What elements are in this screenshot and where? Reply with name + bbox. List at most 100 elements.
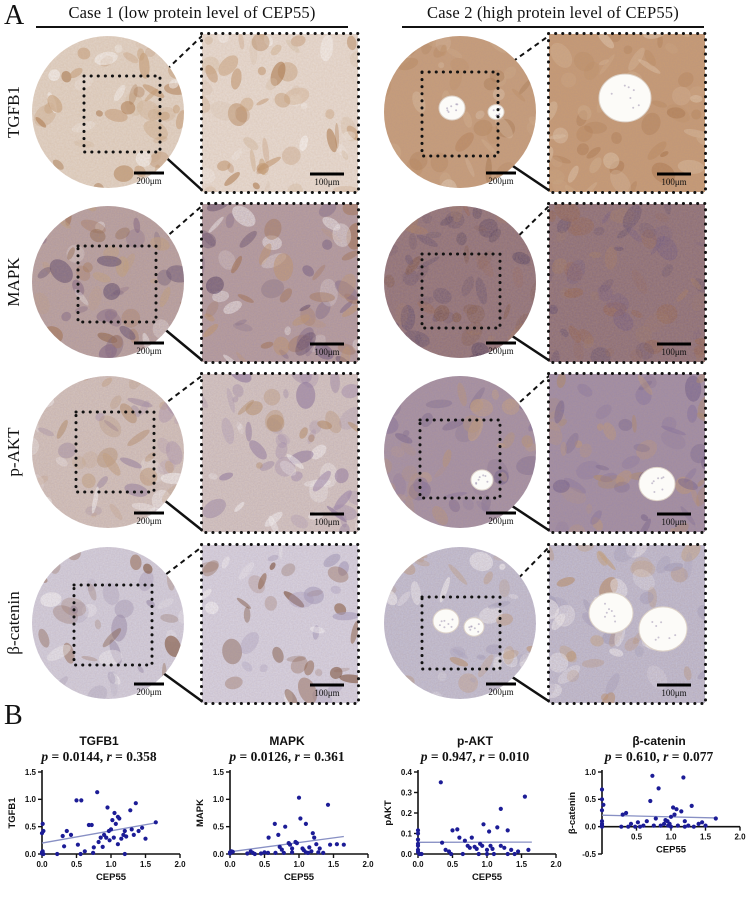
x-axis-title: CEP55 bbox=[284, 872, 315, 883]
scale-bar-label: 200μm bbox=[488, 687, 513, 697]
roi-dotted-box bbox=[418, 418, 502, 500]
chart-stats: p = 0.610, r = 0.077 bbox=[566, 749, 752, 766]
ihc-inset-image: 100μm bbox=[547, 543, 707, 705]
scale-bar-label: 200μm bbox=[488, 176, 513, 186]
x-tick-label: 0.5 bbox=[259, 860, 271, 869]
ihc-core-image: 200μm bbox=[384, 376, 536, 528]
y-tick-label: 0.5 bbox=[585, 795, 597, 804]
x-tick-label: 1.5 bbox=[140, 860, 152, 869]
chart-title: TGFB1 bbox=[79, 734, 119, 748]
ihc-core-image: 200μm bbox=[384, 206, 536, 358]
scale-bar-label: 200μm bbox=[136, 687, 161, 697]
ihc-core-image: 200μm bbox=[32, 206, 184, 358]
scatter-chart: MAPK p = 0.0126, r = 0.361 0.0 0.5 1.0 1.5 0.0… bbox=[194, 734, 380, 895]
ihc-inset-image: 100μm bbox=[200, 372, 360, 534]
y-tick-label: 1.0 bbox=[213, 795, 225, 804]
y-tick-label: 0.4 bbox=[401, 768, 413, 777]
y-tick-label: 1.5 bbox=[25, 768, 37, 777]
r-value: = 0.010 bbox=[484, 749, 530, 764]
inset-dotted-border bbox=[200, 32, 360, 194]
ihc-inset-image: 100μm bbox=[200, 202, 360, 364]
scatter-plot: 0.0 0.1 0.2 0.3 0.4 0.0 0.5 1.0 1.5 2.0 pAKT CEP55 bbox=[383, 768, 562, 883]
roi-dotted-box bbox=[82, 74, 162, 154]
roi-dotted-box bbox=[420, 595, 502, 671]
inset-dotted-border bbox=[547, 543, 707, 705]
row-label: MAPK bbox=[4, 257, 23, 307]
scatter-chart: β-catenin p = 0.610, r = 0.077 -0.5 0.0 0.5 1… bbox=[566, 734, 752, 895]
ihc-core-image: 200μm bbox=[384, 547, 536, 699]
ihc-row: 200μm 100μm 200μm 100μm bbox=[28, 541, 734, 709]
x-tick-label: 2.0 bbox=[550, 860, 562, 869]
scale-bar-label: 200μm bbox=[488, 346, 513, 356]
x-tick-label: 2.0 bbox=[174, 860, 186, 869]
tissue-hole bbox=[470, 469, 494, 491]
x-tick-label: 0.0 bbox=[224, 860, 236, 869]
y-axis-title: MAPK bbox=[195, 799, 206, 827]
scale-bar-label: 100μm bbox=[314, 347, 339, 357]
inset-dotted-border bbox=[547, 32, 707, 194]
scale-bar-label: 200μm bbox=[136, 176, 161, 186]
x-tick-label: 0.5 bbox=[71, 860, 83, 869]
inset-dotted-border bbox=[200, 202, 360, 364]
scale-bar-label: 100μm bbox=[314, 688, 339, 698]
case2-header: Case 2 (high protein level of CEP55) bbox=[402, 3, 704, 28]
p-symbol: p bbox=[604, 749, 612, 764]
p-symbol: p bbox=[420, 749, 428, 764]
scale-bar-label: 100μm bbox=[314, 517, 339, 527]
x-axis-title: CEP55 bbox=[96, 872, 127, 883]
x-axis-title: CEP55 bbox=[472, 872, 503, 883]
x-tick-label: 2.0 bbox=[734, 833, 746, 842]
regression-line bbox=[601, 814, 716, 819]
x-tick-label: 0.5 bbox=[631, 833, 643, 842]
chart-stats: p = 0.947, r = 0.010 bbox=[382, 749, 568, 766]
p-symbol: p bbox=[41, 749, 49, 764]
x-tick-label: 0.0 bbox=[36, 860, 48, 869]
ihc-core-image: 200μm bbox=[32, 547, 184, 699]
y-axis-title: β-catenin bbox=[567, 792, 578, 834]
r-value: = 0.077 bbox=[668, 749, 714, 764]
roi-dotted-box bbox=[420, 252, 502, 330]
x-tick-label: 0.5 bbox=[447, 860, 459, 869]
scale-bar-label: 200μm bbox=[136, 516, 161, 526]
roi-dotted-box bbox=[72, 583, 154, 667]
tissue-hole bbox=[588, 592, 634, 634]
x-tick-label: 1.5 bbox=[700, 833, 712, 842]
scale-bar-label: 100μm bbox=[661, 517, 686, 527]
p-value: = 0.0144, bbox=[48, 749, 107, 764]
case2-header-text: Case 2 (high protein level of CEP55) bbox=[427, 3, 679, 22]
tissue-hole bbox=[487, 104, 505, 120]
chart-title: p-AKT bbox=[457, 734, 493, 748]
scale-bar-label: 100μm bbox=[661, 688, 686, 698]
scale-bar-label: 100μm bbox=[661, 347, 686, 357]
y-tick-label: -0.5 bbox=[582, 850, 596, 859]
y-tick-label: 0.1 bbox=[401, 829, 413, 838]
scale-bar-label: 200μm bbox=[488, 516, 513, 526]
tissue-hole bbox=[638, 466, 676, 502]
y-tick-label: 0.0 bbox=[213, 850, 225, 859]
y-tick-label: 1.0 bbox=[585, 768, 597, 777]
ihc-inset-image: 100μm bbox=[200, 32, 360, 194]
row-label: p-AKT bbox=[4, 427, 23, 477]
chart-title: MAPK bbox=[269, 734, 305, 748]
x-tick-label: 1.0 bbox=[293, 860, 305, 869]
p-value: = 0.0126, bbox=[236, 749, 295, 764]
scatter-plot: -0.5 0.0 0.5 1.0 0.5 1.0 1.5 2.0 β-catenin CEP55 bbox=[567, 768, 746, 859]
y-tick-label: 0.2 bbox=[401, 809, 413, 818]
y-tick-label: 0.0 bbox=[401, 850, 413, 859]
chart-title: β-catenin bbox=[632, 734, 686, 748]
scatter-chart: p-AKT p = 0.947, r = 0.010 0.0 0.1 0.2 0.3 0.4… bbox=[382, 734, 568, 895]
y-tick-label: 1.5 bbox=[213, 768, 225, 777]
tissue-hole bbox=[463, 617, 485, 637]
ihc-row: 200μm 100μm 200μm 100μm bbox=[28, 370, 734, 538]
y-axis-title: TGFB1 bbox=[7, 797, 18, 829]
roi-dotted-box bbox=[76, 244, 158, 324]
r-symbol: r bbox=[663, 749, 669, 764]
ihc-core-image: 200μm bbox=[32, 36, 184, 188]
p-value: = 0.610, bbox=[611, 749, 664, 764]
panel-a-label: A bbox=[4, 0, 25, 31]
y-axis-title: pAKT bbox=[383, 800, 394, 826]
tissue-hole bbox=[598, 73, 652, 123]
row-label: β-catenin bbox=[4, 591, 23, 655]
x-tick-label: 1.5 bbox=[328, 860, 340, 869]
